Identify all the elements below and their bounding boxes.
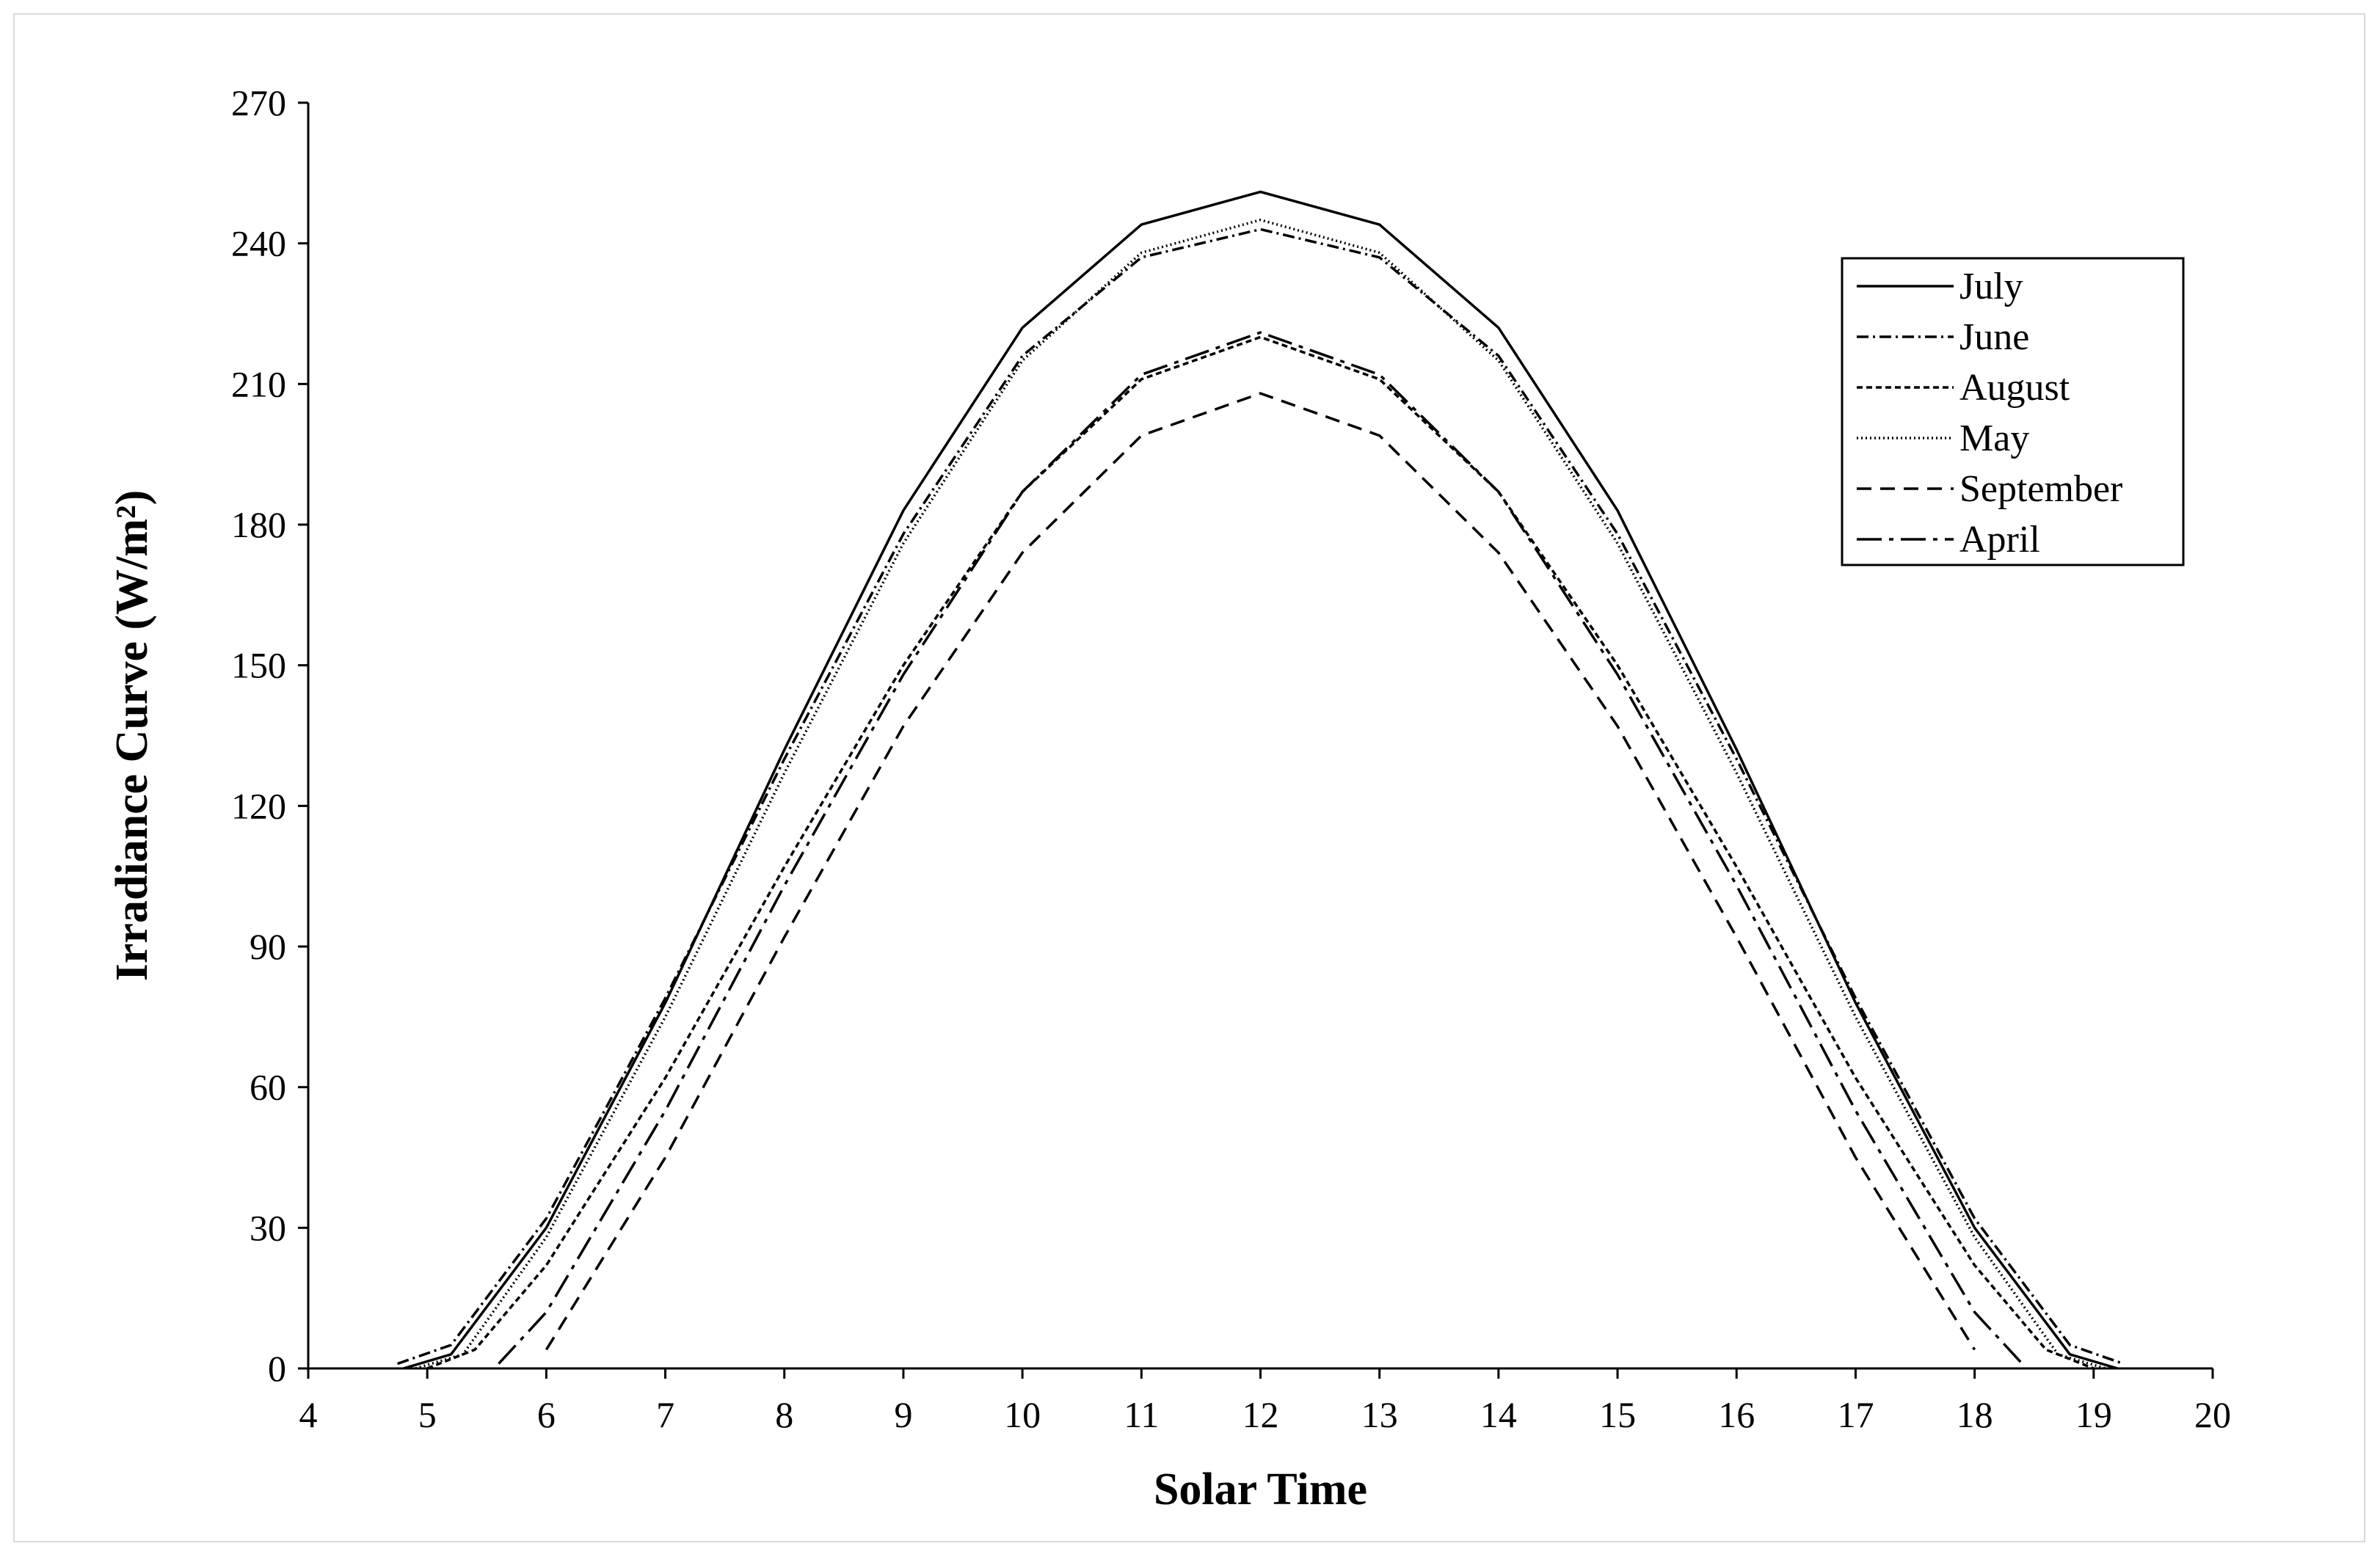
legend-label-august: August [1959, 367, 2070, 409]
x-tick-label: 7 [656, 1394, 674, 1435]
legend-label-may: May [1959, 417, 2029, 459]
legend-box [1841, 257, 2185, 566]
series-line-april [498, 331, 2023, 1365]
x-axis-title: Solar Time [1154, 1465, 1367, 1514]
series-line-may [415, 218, 2106, 1370]
y-tick-label: 180 [231, 504, 286, 545]
x-tick-label: 20 [2194, 1394, 2231, 1435]
series-line-august [426, 335, 2095, 1370]
x-tick-label: 12 [1242, 1394, 1279, 1435]
y-axis-title: Irradiance Curve (W/m²) [107, 490, 157, 981]
x-tick-label: 14 [1480, 1394, 1517, 1435]
y-tick-label: 30 [250, 1207, 286, 1248]
y-tick-label: 60 [250, 1067, 286, 1108]
y-tick-label: 210 [231, 363, 286, 404]
x-tick-label: 15 [1599, 1394, 1636, 1435]
x-tick-label: 16 [1718, 1394, 1755, 1435]
legend: July June August May September April [1841, 257, 2185, 566]
y-tick-label: 90 [250, 926, 286, 967]
x-tick-label: 4 [299, 1394, 318, 1435]
legend-label-june: June [1959, 316, 2029, 358]
x-tick-label: 10 [1004, 1394, 1041, 1435]
x-tick-label: 5 [418, 1394, 437, 1435]
x-tick-label: 18 [1957, 1394, 1993, 1435]
series-line-june [397, 227, 2124, 1365]
x-tick-label: 17 [1837, 1394, 1874, 1435]
y-tick-label: 150 [231, 645, 286, 686]
x-tick-label: 13 [1361, 1394, 1398, 1435]
x-tick-label: 6 [537, 1394, 556, 1435]
series-line-july [403, 190, 2118, 1370]
x-tick-label: 19 [2075, 1394, 2112, 1435]
series-line-september [545, 392, 1976, 1351]
legend-label-september: September [1959, 468, 2122, 510]
axes: 0 30 60 90 120 150 180 210 240 270 4 5 6 7 8 9 10 11 12 13 1… [231, 82, 2231, 1435]
legend-label-july: July [1959, 266, 2023, 307]
y-tick-label: 240 [231, 223, 286, 264]
y-tick-label: 120 [231, 785, 286, 826]
x-tick-label: 8 [775, 1394, 793, 1435]
x-tick-label: 9 [894, 1394, 912, 1435]
y-tick-label: 270 [231, 82, 286, 123]
x-tick-label: 11 [1124, 1394, 1159, 1435]
series-layer [397, 190, 2124, 1370]
y-tick-label: 0 [268, 1348, 286, 1389]
legend-label-april: April [1959, 519, 2040, 561]
